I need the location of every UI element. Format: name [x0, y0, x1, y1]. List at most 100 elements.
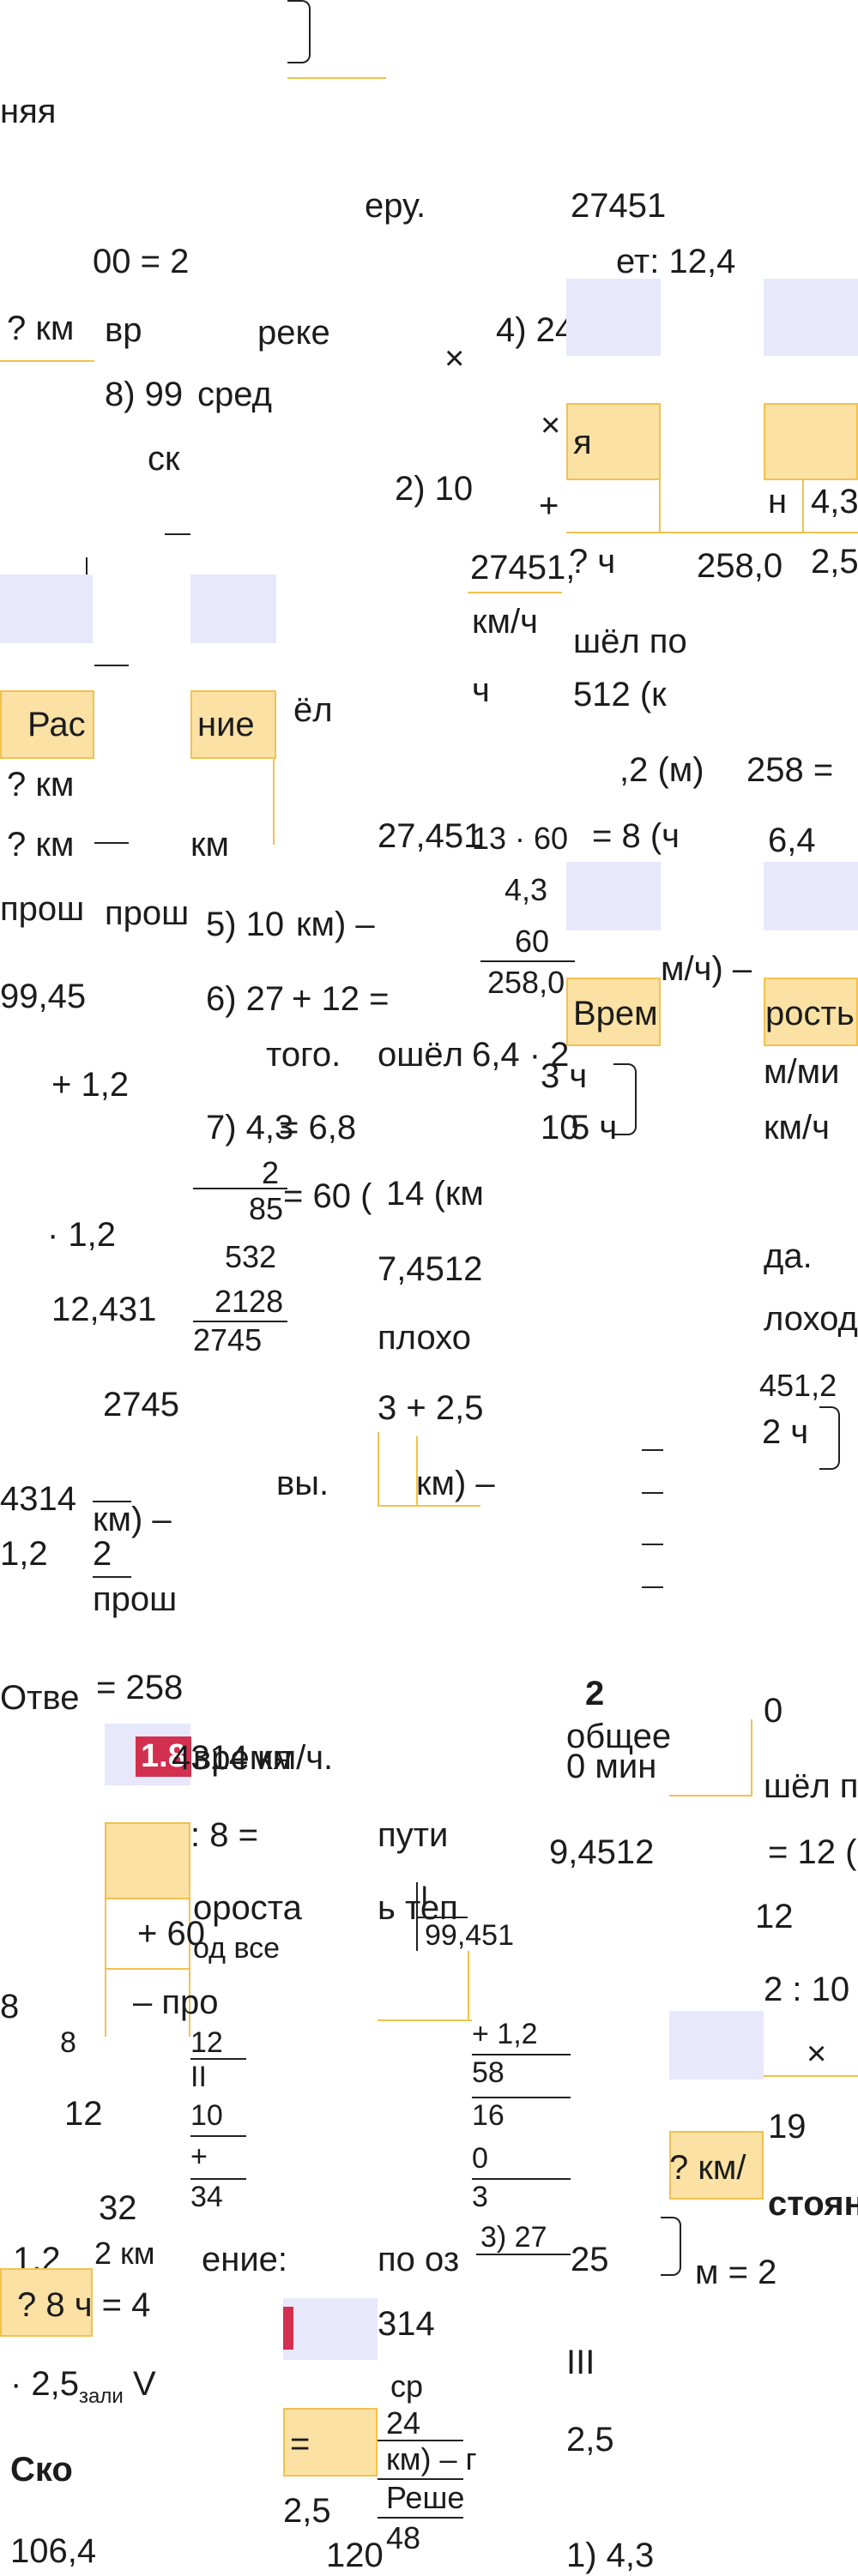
formula-v: · 2,5зали V: [10, 2367, 156, 2407]
text-fragment: 314: [378, 2305, 435, 2343]
text-fragment: 2: [262, 1155, 280, 1190]
text-fragment: II: [190, 2061, 207, 2093]
text-fragment: шёл по: [764, 1767, 858, 1805]
table-cell: [190, 690, 276, 759]
text-fragment: ёл: [293, 691, 333, 729]
text-fragment: 4314 км/ч.: [172, 1739, 334, 1777]
multiply-sign: ×: [541, 406, 561, 444]
text-fragment: ×: [807, 2035, 827, 2073]
text-fragment: 2,5: [811, 543, 858, 581]
text-fragment: 6,4 · 2: [472, 1036, 570, 1074]
placeholder-box: [669, 2011, 764, 2079]
text-fragment: 58: [472, 2056, 505, 2089]
text-fragment: 7) 4,3: [206, 1109, 294, 1147]
text-fragment: = 258: [96, 1669, 184, 1706]
rule-line: [378, 2478, 463, 2480]
text-fragment: 19: [768, 2108, 807, 2146]
table-header-text: =: [290, 2425, 311, 2463]
text-fragment: км: [190, 826, 229, 864]
text-fragment: прош: [105, 894, 190, 932]
text-fragment: 34: [190, 2181, 223, 2213]
text-fragment: 00 = 2: [93, 243, 190, 280]
text-fragment: 27451: [571, 187, 667, 225]
text-fragment: 10: [541, 1109, 579, 1147]
text-fragment: = 12 (: [768, 1833, 857, 1871]
text-fragment: 4314: [0, 1480, 76, 1518]
text-fragment: 12: [64, 2095, 103, 2133]
text-fragment: + 1,2: [472, 2018, 538, 2050]
placeholder-box: [566, 862, 661, 930]
text-fragment: м/ми: [764, 1053, 840, 1091]
text-fragment: 12,431: [51, 1291, 157, 1328]
rule-line: [190, 2178, 246, 2180]
text-fragment: 8) 99: [105, 376, 184, 413]
text-fragment: пути: [378, 1816, 449, 1854]
text-fragment: 5) 10: [206, 906, 285, 943]
text-fragment: еру.: [365, 187, 426, 225]
text-fragment: км) –: [93, 1501, 172, 1538]
text-fragment: 12: [190, 2026, 223, 2059]
answer-heading: 2: [585, 1675, 605, 1712]
table-border: [378, 1505, 480, 1507]
text-fragment: ,2 (м): [619, 751, 704, 789]
table-border: [669, 1795, 752, 1797]
placeholder-box: [566, 279, 661, 356]
text-fragment: 99,451: [425, 1919, 514, 1952]
text-fragment: 9,4512: [549, 1833, 655, 1871]
text-fragment: ороста: [193, 1889, 302, 1927]
text-fragment: 2 : 10: [764, 1971, 850, 2008]
underline: [0, 360, 94, 362]
rule-line: [480, 960, 575, 962]
exercise-badge: [283, 2307, 293, 2350]
rule-line: [378, 2517, 463, 2519]
text-fragment: 6) 27: [206, 980, 285, 1018]
text-fragment: км) – г: [386, 2441, 477, 2477]
text-fragment: 10: [190, 2099, 223, 2132]
text-fragment: 8: [0, 1988, 20, 2025]
text-fragment: ч: [472, 671, 490, 709]
text-fragment: плохо: [378, 1319, 472, 1357]
rule-line: [94, 665, 129, 666]
text-fragment: 4,3: [505, 872, 548, 907]
table-border: [751, 1719, 752, 1797]
text-fragment: 258,0: [487, 965, 565, 1000]
multiply-sign: ×: [444, 340, 465, 377]
table-header-text: Рас: [27, 706, 86, 743]
text-fragment: 3 + 2,5: [378, 1389, 484, 1427]
placeholder-box: [764, 862, 858, 930]
table-border: [378, 2019, 472, 2021]
text-fragment: шёл по: [573, 623, 687, 660]
text-fragment: 451,2: [759, 1368, 837, 1403]
table-header-text: я: [573, 424, 592, 461]
text-fragment: 258 =: [746, 751, 834, 789]
text-fragment: ? км: [7, 310, 75, 347]
text-fragment: 16: [472, 2099, 505, 2132]
text-fragment: 2) 10: [395, 470, 474, 508]
text-fragment: : 8 =: [190, 1816, 258, 1854]
table-border: [378, 1432, 379, 1505]
rule-line: [94, 842, 129, 844]
placeholder-box: [283, 2298, 378, 2360]
text-fragment: · 1,2: [47, 1216, 117, 1254]
table-cell: [283, 2408, 378, 2477]
text-fragment: 12: [755, 1898, 794, 1935]
exercise-badge: 1.8: [136, 1736, 191, 1777]
rule-line: [86, 557, 88, 580]
text-fragment: н: [768, 483, 788, 521]
table-border: [468, 1951, 469, 2019]
text-fragment: км/ч: [472, 603, 538, 641]
rule-line: [93, 1501, 131, 1502]
text-fragment: ? км: [7, 766, 75, 803]
velocity-subscript: зали: [79, 2385, 124, 2408]
table-cell: [669, 2131, 764, 2200]
text-fragment: да.: [764, 1237, 813, 1275]
text-fragment: 3) 27: [480, 2221, 547, 2254]
table-row-label: – про: [133, 1983, 219, 2021]
table-border: [659, 480, 661, 532]
table-border: [566, 532, 858, 533]
rule-line: [193, 1188, 287, 1189]
text-fragment: ет: 12,4: [616, 243, 736, 280]
text-fragment: 25: [571, 2241, 609, 2278]
text-fragment: I: [420, 1881, 429, 1913]
rule-line: [472, 2054, 571, 2055]
